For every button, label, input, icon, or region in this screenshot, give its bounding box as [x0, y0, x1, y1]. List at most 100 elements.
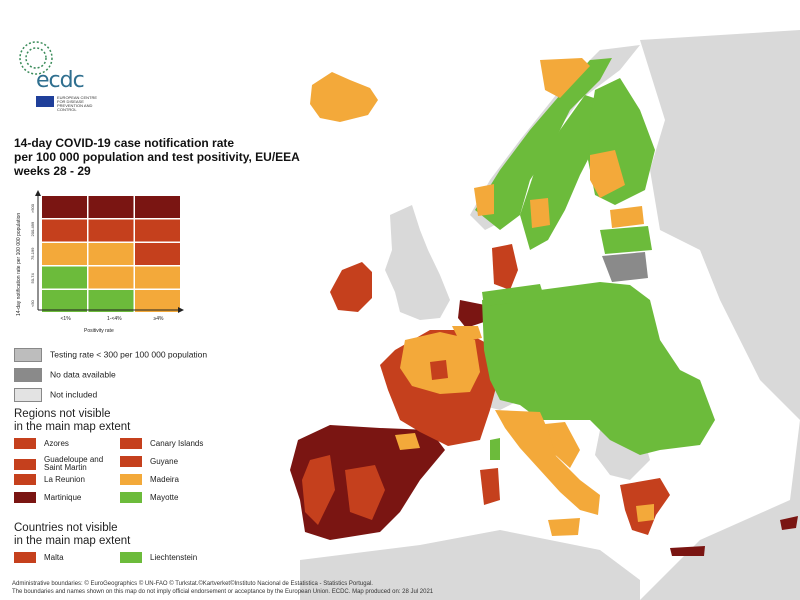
region-spain-red — [302, 455, 335, 525]
matrix-cell — [42, 266, 87, 289]
legend-label: Azores — [44, 438, 69, 448]
matrix-cell — [42, 219, 87, 242]
legend-swatch — [120, 456, 142, 467]
country-denmark — [492, 244, 518, 290]
country-latvia — [600, 226, 652, 254]
logo-agency-text: EUROPEAN CENTRE FOR DISEASE PREVENTION A… — [57, 95, 98, 112]
no-data-label: No data available — [50, 369, 116, 380]
testing-rate-swatch — [14, 348, 42, 362]
region-finland-orange — [590, 150, 625, 198]
country-germany-north — [482, 284, 545, 306]
map-footer: Administrative boundaries: © EuroGeograp… — [12, 580, 433, 596]
region-sweden-orange — [530, 198, 550, 228]
testing-rate-label: Testing rate < 300 per 100 000 populatio… — [50, 349, 208, 360]
legend-label: Martinique — [44, 492, 82, 502]
matrix-cell — [88, 219, 134, 242]
eu-flag-icon — [36, 96, 54, 107]
matrix-col-label: 1-<4% — [107, 316, 122, 322]
risk-matrix-legend: 14-day notification rate per 100 000 pop… — [16, 190, 184, 334]
matrix-row-label: <50 — [30, 299, 35, 307]
legend-swatch — [120, 552, 142, 563]
matrix-cell — [42, 290, 87, 312]
legend-swatch — [14, 438, 36, 449]
title-line-1: 14-day COVID-19 case notification rate — [14, 136, 235, 150]
countries-heading-line-1: Countries not visible — [14, 522, 118, 534]
legend-item: Guadeloupe and Saint Martin — [14, 456, 116, 472]
legend-item: Martinique — [14, 492, 81, 503]
logo-text: ecdc — [36, 68, 85, 93]
land-north-africa — [300, 530, 640, 600]
legend-item: Mayotte — [120, 492, 178, 503]
matrix-cell — [88, 243, 134, 265]
matrix-x-axis-label: Positivity rate — [84, 328, 114, 334]
legend-swatch — [14, 552, 36, 563]
region-central-green — [482, 282, 715, 455]
legend-label: La Reunion — [44, 474, 85, 484]
region-sicily — [548, 518, 580, 536]
matrix-cell — [135, 266, 180, 289]
region-spain-red-2 — [345, 465, 385, 520]
matrix-row-label: 75-199 — [30, 247, 35, 260]
not-included-swatch — [14, 388, 42, 402]
legend-item: Azores — [14, 438, 69, 449]
land-non-eu-east — [640, 30, 800, 600]
country-lithuania — [602, 252, 648, 282]
matrix-cell — [135, 243, 180, 265]
region-paris-red — [430, 360, 448, 380]
region-sardinia — [480, 468, 500, 505]
country-ireland — [330, 262, 372, 312]
legend-label: Mayotte — [150, 492, 179, 502]
countries-heading-line-2: in the main map extent — [14, 535, 131, 547]
country-italy — [495, 410, 600, 515]
legend-label: Malta — [44, 552, 64, 562]
title-line-3: weeks 28 - 29 — [14, 164, 91, 178]
legend-no-data: No data available — [14, 368, 116, 382]
country-iceland — [310, 72, 378, 122]
title-line-2: per 100 000 population and test positivi… — [14, 150, 300, 164]
countries-heading: Countries not visible in the main map ex… — [14, 522, 130, 548]
region-norway-orange — [540, 58, 590, 98]
legend-item: Canary Islands — [120, 438, 203, 449]
legend-item: Guyane — [120, 456, 178, 467]
matrix-cell — [135, 196, 180, 218]
ecdc-logo: ecdc EUROPEAN CENTRE FOR DISEASE PREVENT… — [14, 38, 97, 112]
legend-swatch — [120, 492, 142, 503]
legend-label: Liechtenstein — [150, 552, 198, 562]
region-crete — [670, 546, 705, 556]
not-included-label: Not included — [50, 389, 98, 400]
region-spain-orange — [395, 433, 420, 450]
country-norway — [475, 58, 612, 230]
legend-swatch — [120, 438, 142, 449]
legend-label: Guyane — [150, 456, 179, 466]
legend-swatch — [14, 458, 36, 470]
legend-label: Canary Islands — [150, 438, 204, 448]
footer-line-1: Administrative boundaries: © EuroGeograp… — [12, 581, 373, 587]
legend-label: Guadeloupe and Saint Martin — [44, 455, 104, 472]
regions-heading: Regions not visible in the main map exte… — [14, 408, 130, 434]
legend-label: Madeira — [150, 474, 179, 484]
legend-swatch — [120, 474, 142, 485]
matrix-cell — [88, 266, 134, 289]
legend-swatch — [14, 474, 36, 485]
land-uk — [385, 205, 450, 320]
region-corsica — [490, 438, 500, 460]
country-estonia — [610, 206, 644, 228]
regions-heading-line-1: Regions not visible — [14, 408, 111, 420]
matrix-x-arrow — [178, 307, 184, 313]
legend-testing-rate: Testing rate < 300 per 100 000 populatio… — [14, 348, 207, 362]
legend-item: Liechtenstein — [120, 552, 197, 563]
legend-item: Madeira — [120, 474, 179, 485]
matrix-cell — [42, 243, 87, 265]
legend-item: Malta — [14, 552, 64, 563]
legend-item: La Reunion — [14, 474, 85, 485]
matrix-cell — [88, 290, 134, 312]
matrix-cell — [42, 196, 87, 218]
matrix-cell — [135, 219, 180, 242]
region-norway-south-orange — [474, 184, 494, 216]
matrix-row-label: 50-74 — [30, 272, 35, 283]
footer-line-2: The boundaries and names shown on this m… — [12, 589, 434, 595]
country-belgium — [452, 326, 482, 342]
country-netherlands — [458, 300, 485, 328]
country-cyprus — [780, 516, 798, 530]
